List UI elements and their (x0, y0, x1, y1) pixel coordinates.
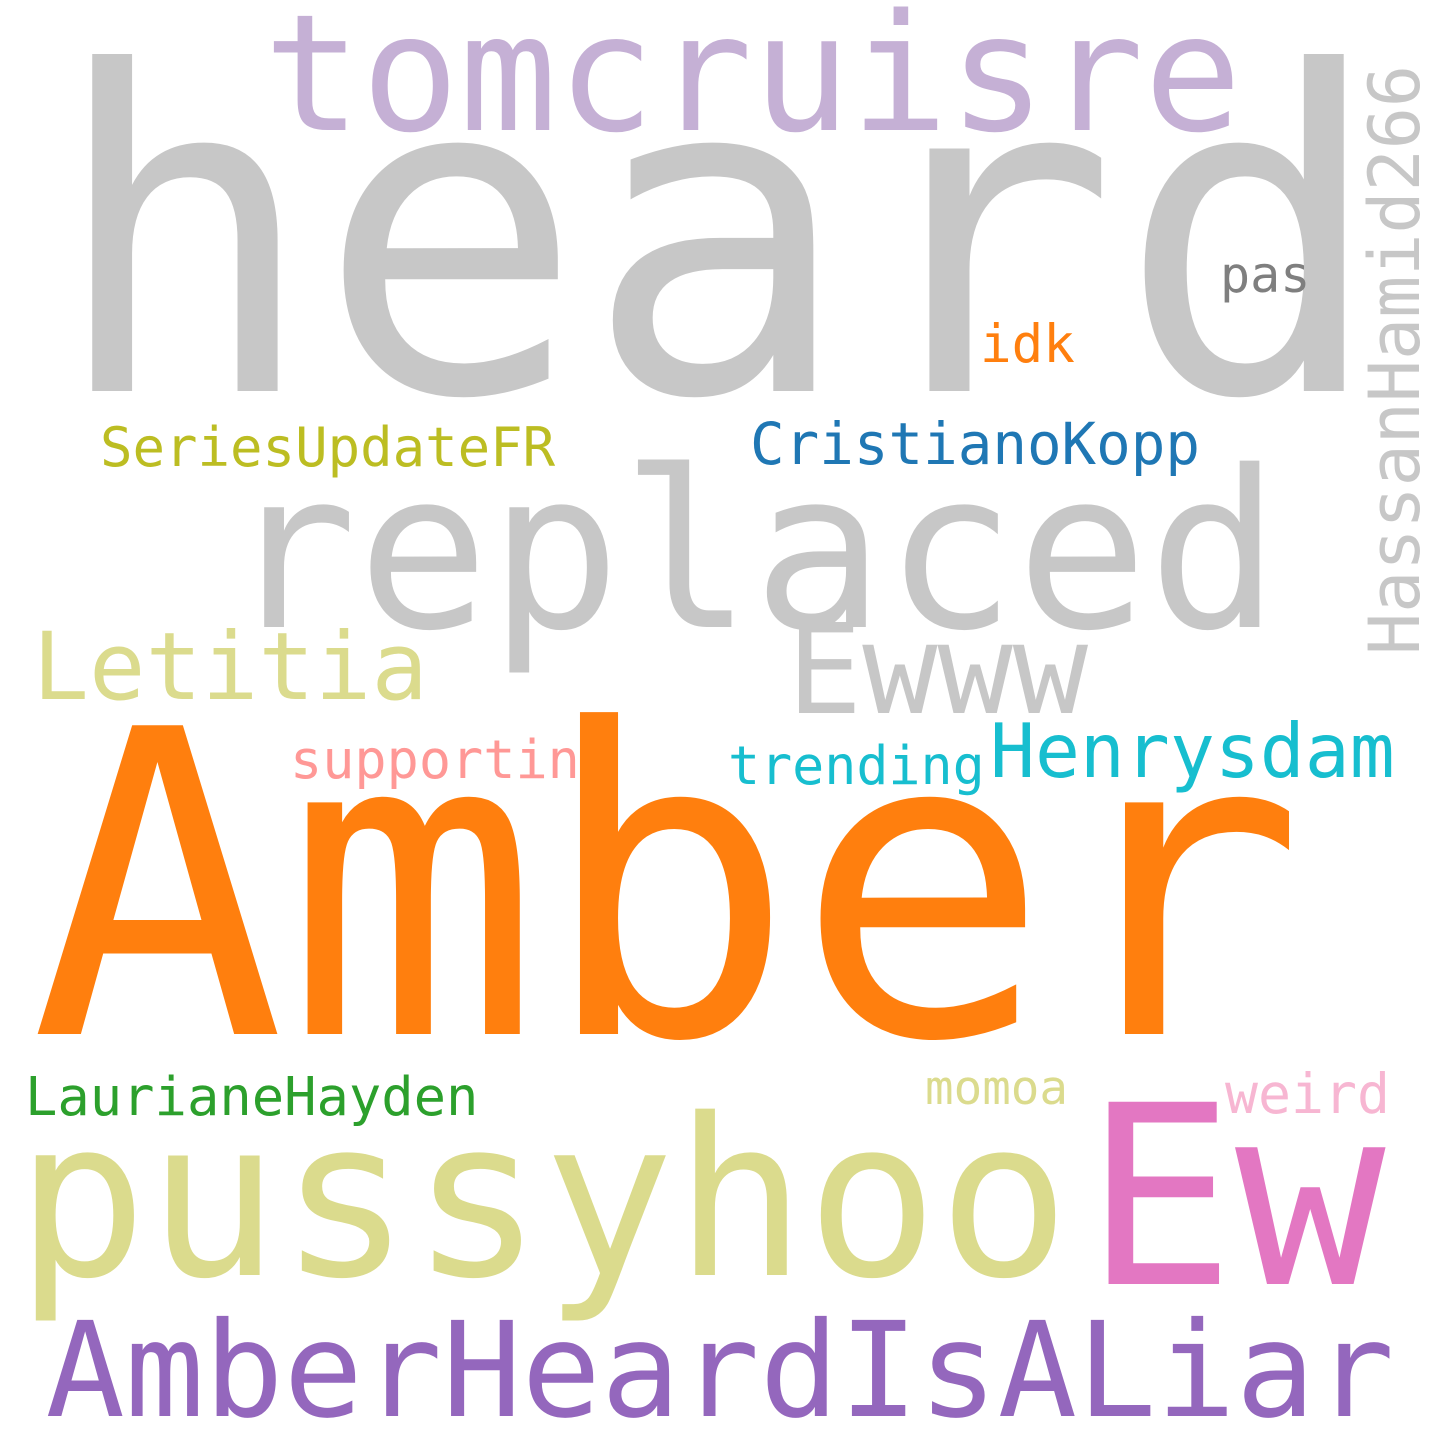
word-pussyhoo: pussyhoo (15, 1071, 1070, 1327)
word-letitia: Letitia (32, 612, 428, 722)
word-cristianokopp: CristianoKopp (750, 411, 1201, 478)
word-idk: idk (980, 313, 1075, 375)
word-ew: Ew (1084, 1051, 1386, 1343)
word-hassanhamid266: HassanHamid266 (1354, 64, 1437, 656)
word-replaced: replaced (225, 424, 1280, 679)
word-trending: trending (728, 734, 985, 797)
word-pas: pas (1220, 246, 1311, 304)
word-momoa: momoa (925, 1061, 1068, 1116)
word-amber: Amber (30, 640, 1306, 1134)
word-laurianehayden: LaurianeHayden (25, 1064, 479, 1128)
word-ewww: Ewww (787, 597, 1089, 743)
word-seriesupdatefr: SeriesUpdateFR (100, 415, 556, 479)
word-tomcruisre: tomcruisre (263, 0, 1242, 169)
word-weird: weird (1225, 1061, 1390, 1126)
word-amberheardisaliar: AmberHeardIsALiar (45, 1294, 1395, 1440)
word-heard: heard (50, 0, 1386, 496)
word-henrysdam: Henrysdam (990, 708, 1395, 795)
word-supporting: supporting (290, 728, 613, 791)
